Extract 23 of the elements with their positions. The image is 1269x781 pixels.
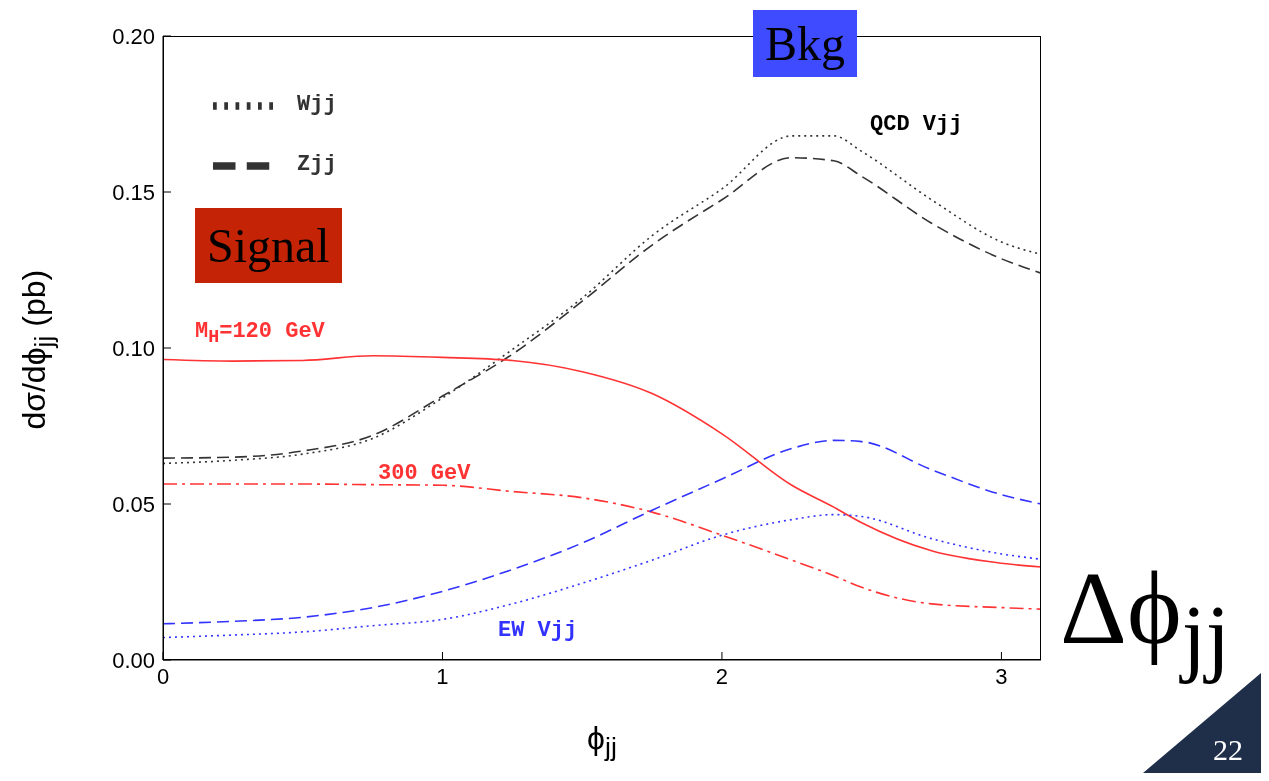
line-series [163,483,1041,610]
y-tick-label: 0.20 [112,23,155,49]
text: Δϕ$_{jj}$ [1060,550,1230,684]
annotation: 300 GeV [378,461,471,486]
x-axis-title: ϕ$_{jj}$ [587,720,617,763]
line-series [163,355,1041,568]
legend-label: Zjj [297,152,337,178]
y-tick-label: 0.05 [112,491,155,517]
annotation: Bkg [765,17,846,70]
y-tick-label: 0.00 [112,647,155,673]
line-series [163,513,1041,639]
annotation: M$_{H}$=120 GeV [195,319,325,349]
annotation: EW Vjj [498,618,578,643]
x-tick-label: 2 [715,663,729,689]
x-tick-label: 1 [436,663,449,689]
y-tick-label: 0.10 [112,335,155,361]
legend-label: Wjj [297,92,337,118]
annotation: Signal [207,219,330,272]
y-tick-label: 0.15 [112,179,155,205]
x-tick-label: 0 [156,663,170,689]
annotation: QCD Vjj [870,112,963,137]
x-tick-label: 3 [995,663,1008,689]
text: 22 [1213,733,1243,766]
